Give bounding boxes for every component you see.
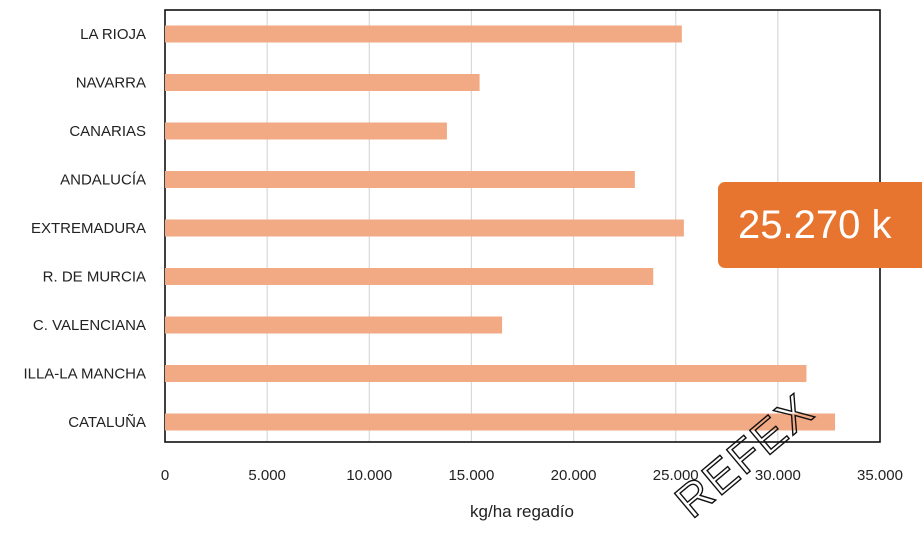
x-tick-label: 0 <box>161 467 169 484</box>
bar <box>165 171 635 188</box>
x-tick-label: 30.000 <box>755 467 801 484</box>
bar <box>165 25 682 43</box>
x-axis-title: kg/ha regadío <box>470 502 574 521</box>
x-tick-label: 5.000 <box>248 467 286 484</box>
bar <box>165 122 447 140</box>
x-tick-label: 25.000 <box>653 467 699 484</box>
category-label: C. VALENCIANA <box>33 317 146 334</box>
category-label: CATALUÑA <box>68 414 146 431</box>
bar <box>165 365 807 382</box>
x-tick-label: 15.000 <box>448 467 494 484</box>
category-label: CANARIAS <box>69 123 146 140</box>
category-label: ANDALUCÍA <box>60 172 146 189</box>
x-tick-label: 10.000 <box>346 467 392 484</box>
bar <box>165 268 654 285</box>
watermark-text: REFEX <box>665 383 824 528</box>
category-label: LA RIOJA <box>80 26 146 43</box>
category-labels: LA RIOJA NAVARRA CANARIAS ANDALUCÍA EXTREMAD… <box>23 26 146 431</box>
category-label: NAVARRA <box>76 75 146 92</box>
category-label: EXTREMADURA <box>31 220 146 237</box>
x-tick-label: 35.000 <box>857 467 903 484</box>
x-tick-label: 20.000 <box>551 467 597 484</box>
bar <box>165 74 480 91</box>
bars <box>165 25 836 431</box>
bar <box>165 316 503 334</box>
value-callout: 25.270 k <box>718 182 922 268</box>
bar <box>165 413 836 431</box>
category-label: R. DE MURCIA <box>43 269 146 286</box>
bar <box>165 219 684 237</box>
category-label: ILLA-LA MANCHA <box>23 366 146 383</box>
x-tick-labels: 0 5.000 10.000 15.000 20.000 25.000 30.000 35.0… <box>161 467 903 484</box>
